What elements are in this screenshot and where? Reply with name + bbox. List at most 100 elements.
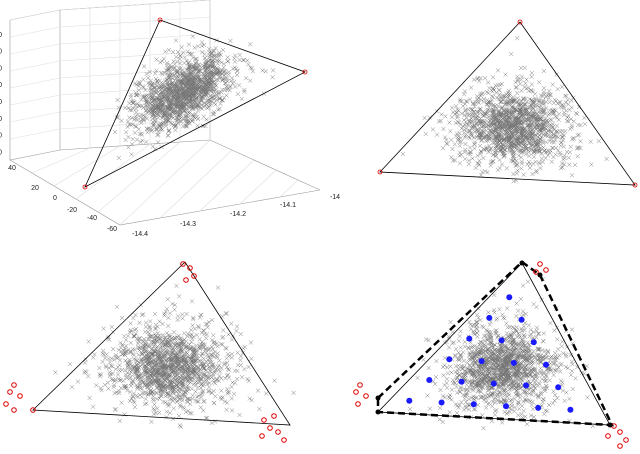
centroid	[535, 404, 542, 411]
point-cloud	[407, 277, 596, 431]
grid-line	[9, 77, 61, 89]
centroid	[478, 358, 485, 365]
outlier	[11, 407, 17, 413]
outlier	[3, 401, 9, 407]
centroid	[458, 378, 465, 385]
centroid	[426, 377, 433, 383]
simplex	[377, 262, 611, 426]
outlier	[267, 425, 273, 431]
vertex	[632, 182, 638, 188]
outlier	[261, 417, 267, 423]
x-tick-label: -14.1	[280, 202, 296, 209]
outlier	[605, 433, 611, 439]
grid-line	[97, 141, 181, 213]
vertex-dot	[607, 422, 613, 428]
centroid	[486, 314, 493, 321]
grid-line	[199, 159, 255, 212]
outlier	[623, 437, 629, 443]
grid-line	[279, 179, 299, 198]
grid-line	[9, 26, 61, 38]
grid-line	[9, 9, 61, 21]
vertex	[82, 184, 88, 190]
centroid	[498, 337, 505, 344]
outlier	[617, 443, 623, 449]
z-tick-label: 0	[0, 99, 2, 106]
x-tick-label: -14.4	[132, 231, 148, 238]
grid-line	[119, 139, 211, 226]
y-tick-label: -60	[107, 226, 117, 233]
centroid	[567, 406, 574, 413]
outlier	[543, 267, 549, 273]
outlier	[363, 393, 369, 399]
vertex	[377, 169, 383, 175]
z-tick-label: 0	[0, 32, 2, 39]
centroid	[446, 356, 453, 363]
point-cloud	[53, 283, 296, 429]
outlier	[355, 401, 361, 407]
vertex	[302, 69, 308, 75]
outlier	[357, 382, 363, 388]
grid-line	[31, 147, 91, 174]
point-cloud	[400, 36, 609, 184]
grid-line	[9, 43, 61, 55]
z-tick-label: 0	[0, 116, 2, 123]
z-tick-label: 0	[0, 82, 2, 89]
grid-line	[59, 50, 211, 62]
outlier	[11, 382, 17, 388]
point-cloud	[112, 34, 276, 161]
grid-line	[75, 143, 151, 200]
z-tick-label: 0	[0, 133, 2, 140]
grid-line	[9, 128, 61, 140]
outlier	[7, 389, 13, 395]
centroid	[438, 399, 445, 406]
vertex	[157, 17, 163, 23]
grid-line	[53, 145, 121, 187]
centroid	[466, 335, 473, 342]
outlier	[180, 261, 186, 267]
y-tick-label: -40	[87, 215, 97, 222]
vertex-dot	[519, 260, 525, 266]
centroid	[406, 397, 413, 404]
simplex	[379, 21, 636, 186]
outlier	[183, 277, 189, 283]
centroid	[543, 361, 549, 368]
outlier	[187, 265, 193, 271]
centroid	[530, 339, 537, 346]
outlier	[281, 437, 287, 443]
z-tick-label: 0	[0, 65, 2, 72]
outlier	[275, 429, 281, 435]
outlier	[617, 429, 623, 435]
y-tick-label: 20	[31, 185, 39, 192]
grid-line	[59, 67, 211, 79]
centroid	[503, 403, 509, 410]
centroid	[490, 380, 497, 387]
grid-line	[239, 169, 277, 205]
grid-line	[9, 94, 61, 106]
centroid	[523, 382, 529, 389]
vertex-dot	[537, 272, 543, 278]
outlier	[259, 433, 265, 439]
x-tick-label: -14.3	[180, 221, 196, 228]
x-tick-label: -14.2	[230, 211, 246, 218]
y-tick-label: 0	[53, 195, 57, 202]
grid-line	[59, 16, 211, 28]
simplex	[84, 19, 306, 188]
grid-line	[9, 111, 61, 123]
outlier	[533, 269, 539, 275]
y-tick-label: 40	[8, 165, 16, 172]
grid-line	[59, 0, 211, 11]
vertex-dot	[375, 409, 381, 415]
grid-line	[59, 33, 211, 45]
z-tick-label: 0	[0, 49, 2, 56]
simplex	[32, 261, 291, 426]
outlier	[30, 407, 36, 413]
centroid	[555, 384, 562, 391]
centroid	[470, 401, 477, 408]
centroid	[510, 359, 517, 366]
outlier	[353, 389, 359, 395]
y-tick-label: -20	[67, 207, 77, 214]
centroid	[518, 316, 525, 323]
vertex	[517, 19, 523, 25]
outlier	[191, 273, 197, 279]
